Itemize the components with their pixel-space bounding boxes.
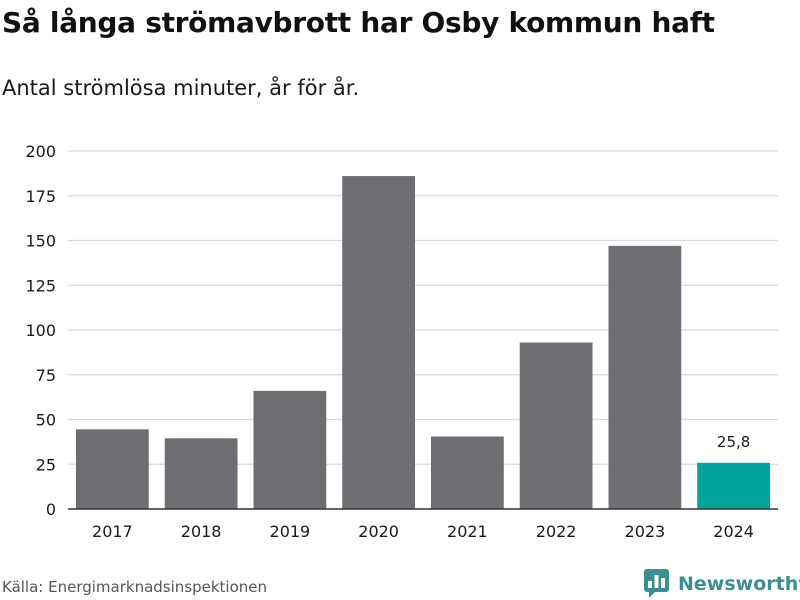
x-tick-label: 2023 [625,522,666,541]
bar-2017 [75,429,149,509]
newsworthy-logo-icon [644,569,669,598]
bar-2018 [164,438,238,509]
newsworthy-logo: Newsworthy [644,569,800,599]
brand-name: Newsworthy [678,573,800,595]
data-label: 25,8 [717,433,750,451]
bar-2020 [342,176,416,509]
y-tick-label: 175 [25,187,56,206]
x-tick-label: 2018 [181,522,222,541]
bar-2019 [253,390,327,509]
bars [75,176,771,509]
y-tick-label: 50 [36,411,56,430]
bar-2024 [697,462,771,509]
y-axis-tick-labels: 0 25 50 75 100 125 150 175 200 [25,142,56,519]
x-tick-label: 2020 [358,522,399,541]
source-note: Källa: Energimarknadsinspektionen [2,578,268,596]
data-labels: 25,8 [717,433,750,451]
chart-title: Så långa strömavbrott har Osby kommun ha… [2,6,715,39]
x-axis-tick-labels: 2017 2018 2019 2020 2021 2022 2023 2024 [92,522,754,541]
y-tick-label: 0 [46,500,56,519]
y-tick-label: 125 [25,276,56,295]
bar-2022 [519,342,593,509]
y-tick-label: 150 [25,232,56,251]
x-tick-label: 2017 [92,522,133,541]
x-tick-label: 2022 [536,522,577,541]
x-tick-label: 2019 [270,522,311,541]
x-tick-label: 2024 [713,522,754,541]
chart-subtitle: Antal strömlösa minuter, år för år. [2,76,360,100]
y-tick-label: 200 [25,142,56,161]
bar-2023 [608,245,682,509]
y-tick-label: 100 [25,321,56,340]
x-tick-label: 2021 [447,522,488,541]
y-tick-label: 25 [36,455,56,474]
bar-2021 [430,436,504,509]
y-tick-label: 75 [36,366,56,385]
